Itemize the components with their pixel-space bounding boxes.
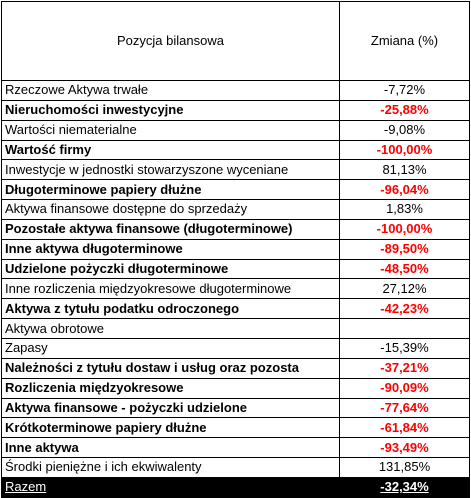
- table-row: Inne rozliczenia międzyokresowe długoter…: [1, 278, 470, 300]
- header-cell: Zmiana (%): [339, 1, 470, 81]
- label-cell: Aktywa finansowe - pożyczki udzielone: [1, 397, 340, 419]
- value-cell: -15,39%: [339, 337, 470, 359]
- header-row: Pozycja bilansowa Zmiana (%): [1, 1, 470, 81]
- label-cell: Wartość firmy: [1, 139, 340, 161]
- value-cell: -77,64%: [339, 397, 470, 419]
- value-cell: -93,49%: [339, 437, 470, 459]
- label-cell: Długoterminowe papiery dłużne: [1, 179, 340, 201]
- table-row: Inne aktywa -93,49%: [1, 437, 470, 459]
- table-row: Udzielone pożyczki długoterminowe -48,50%: [1, 258, 470, 280]
- value-cell: -48,50%: [339, 258, 470, 280]
- label-cell: Inne aktywa: [1, 437, 340, 459]
- table-row: Należności z tytułu dostaw i usług oraz …: [1, 357, 470, 379]
- value-cell: -90,09%: [339, 377, 470, 399]
- table-row: Inwestycje w jednostki stowarzyszone wyc…: [1, 159, 470, 181]
- value-cell: -42,23%: [339, 298, 470, 320]
- label-cell: Aktywa obrotowe: [1, 318, 340, 339]
- table-row: Długoterminowe papiery dłużne -96,04%: [1, 179, 470, 201]
- label-cell: Aktywa finansowe dostępne do sprzedaży: [1, 199, 340, 220]
- table-row: Nieruchomości inwestycyjne -25,88%: [1, 99, 470, 121]
- label-cell: Wartości niematerialne: [1, 119, 340, 141]
- table-row: Środki pieniężne i ich ekwiwalenty 131,85…: [1, 457, 470, 478]
- label-cell: Nieruchomości inwestycyjne: [1, 99, 340, 121]
- value-cell: 1,83%: [339, 199, 470, 220]
- label-cell: Udzielone pożyczki długoterminowe: [1, 258, 340, 280]
- value-cell: -37,21%: [339, 357, 470, 379]
- label-cell: Razem: [1, 476, 340, 498]
- table-row: Rzeczowe Aktywa trwałe -7,72%: [1, 80, 470, 101]
- label-cell: Inwestycje w jednostki stowarzyszone wyc…: [1, 159, 340, 181]
- table-row: Razem -32,34%: [1, 476, 470, 498]
- label-cell: Aktywa z tytułu podatku odroczonego: [1, 298, 340, 320]
- table-row: Pozostałe aktywa finansowe (długotermino…: [1, 218, 470, 240]
- value-cell: -96,04%: [339, 179, 470, 201]
- label-cell: Inne rozliczenia międzyokresowe długoter…: [1, 278, 340, 300]
- value-cell: -32,34%: [339, 476, 470, 498]
- label-cell: Pozostałe aktywa finansowe (długotermino…: [1, 218, 340, 240]
- table-row: Aktywa finansowe - pożyczki udzielone -77…: [1, 397, 470, 419]
- value-cell: 27,12%: [339, 278, 470, 300]
- value-cell: -100,00%: [339, 218, 470, 240]
- label-cell: Krótkoterminowe papiery dłużne: [1, 417, 340, 439]
- value-cell: 81,13%: [339, 159, 470, 181]
- value-cell: -7,72%: [339, 80, 470, 101]
- table-row: Rozliczenia międzyokresowe -90,09%: [1, 377, 470, 399]
- table-row: Aktywa obrotowe: [1, 318, 470, 339]
- value-cell: -61,84%: [339, 417, 470, 439]
- table-row: Aktywa finansowe dostępne do sprzedaży 1,…: [1, 199, 470, 220]
- label-cell: Rozliczenia międzyokresowe: [1, 377, 340, 399]
- value-cell: -25,88%: [339, 99, 470, 121]
- label-cell: Rzeczowe Aktywa trwałe: [1, 80, 340, 101]
- table-row: Wartości niematerialne -9,08%: [1, 119, 470, 141]
- table-row: Aktywa z tytułu podatku odroczonego -42,2…: [1, 298, 470, 320]
- header-cell: Pozycja bilansowa: [1, 1, 340, 81]
- value-cell: 131,85%: [339, 457, 470, 478]
- label-cell: Inne aktywa długoterminowe: [1, 238, 340, 260]
- table-row: Inne aktywa długoterminowe -89,50%: [1, 238, 470, 260]
- table-row: Krótkoterminowe papiery dłużne -61,84%: [1, 417, 470, 439]
- table-row: Wartość firmy -100,00%: [1, 139, 470, 161]
- value-cell: -100,00%: [339, 139, 470, 161]
- value-cell: -9,08%: [339, 119, 470, 141]
- label-cell: Środki pieniężne i ich ekwiwalenty: [1, 457, 340, 478]
- value-cell: [339, 318, 470, 339]
- label-cell: Zapasy: [1, 337, 340, 359]
- value-cell: -89,50%: [339, 238, 470, 260]
- label-cell: Należności z tytułu dostaw i usług oraz …: [1, 357, 340, 379]
- table-row: Zapasy -15,39%: [1, 337, 470, 359]
